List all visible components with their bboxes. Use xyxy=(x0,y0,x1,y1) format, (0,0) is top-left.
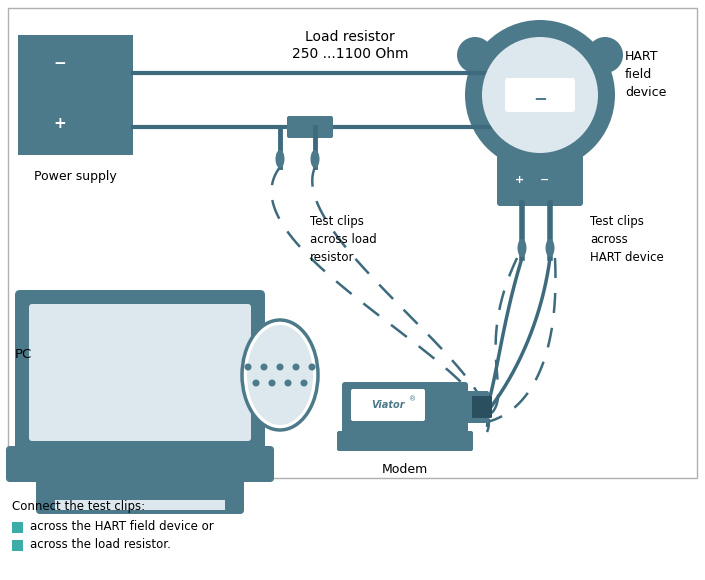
Circle shape xyxy=(457,37,493,73)
Text: +: + xyxy=(515,175,525,185)
FancyBboxPatch shape xyxy=(15,290,265,455)
Text: PC: PC xyxy=(15,349,32,361)
Circle shape xyxy=(245,364,252,371)
FancyBboxPatch shape xyxy=(337,431,473,451)
Bar xyxy=(12,522,23,533)
FancyBboxPatch shape xyxy=(29,304,251,441)
Text: −: − xyxy=(540,175,550,185)
Text: Viator: Viator xyxy=(372,400,405,410)
Text: HART
field
device: HART field device xyxy=(625,50,666,100)
Text: −: − xyxy=(54,56,66,71)
Circle shape xyxy=(482,37,598,153)
Text: −: − xyxy=(533,89,547,107)
FancyBboxPatch shape xyxy=(287,116,333,138)
FancyBboxPatch shape xyxy=(342,382,468,436)
Circle shape xyxy=(465,20,615,170)
Bar xyxy=(18,35,133,155)
Bar xyxy=(8,8,697,478)
Circle shape xyxy=(309,364,316,371)
FancyBboxPatch shape xyxy=(6,446,274,482)
Circle shape xyxy=(587,37,623,73)
Circle shape xyxy=(300,379,307,386)
Text: +: + xyxy=(54,115,66,130)
Ellipse shape xyxy=(546,239,555,257)
Ellipse shape xyxy=(247,325,313,425)
Ellipse shape xyxy=(276,150,285,168)
Circle shape xyxy=(269,379,276,386)
FancyBboxPatch shape xyxy=(505,78,575,112)
Bar xyxy=(12,540,23,551)
Circle shape xyxy=(293,364,300,371)
FancyBboxPatch shape xyxy=(472,396,492,418)
Text: across the load resistor.: across the load resistor. xyxy=(30,538,171,552)
Text: Load resistor
250 ...1100 Ohm: Load resistor 250 ...1100 Ohm xyxy=(292,30,408,61)
Circle shape xyxy=(285,379,291,386)
Ellipse shape xyxy=(310,150,319,168)
Circle shape xyxy=(252,379,259,386)
FancyBboxPatch shape xyxy=(497,155,583,206)
Circle shape xyxy=(276,364,283,371)
Ellipse shape xyxy=(242,320,318,430)
Bar xyxy=(55,500,225,510)
Text: Power supply: Power supply xyxy=(34,170,117,183)
Ellipse shape xyxy=(517,239,527,257)
Text: ®: ® xyxy=(410,396,417,402)
Circle shape xyxy=(261,364,267,371)
FancyBboxPatch shape xyxy=(36,474,244,514)
Text: Test clips
across load
resistor: Test clips across load resistor xyxy=(310,215,376,264)
FancyBboxPatch shape xyxy=(463,391,489,423)
FancyBboxPatch shape xyxy=(351,389,425,421)
Text: Modem: Modem xyxy=(382,463,428,476)
Text: across the HART field device or: across the HART field device or xyxy=(30,520,214,534)
Text: Test clips
across
HART device: Test clips across HART device xyxy=(590,215,663,264)
Text: Connect the test clips:: Connect the test clips: xyxy=(12,500,145,513)
